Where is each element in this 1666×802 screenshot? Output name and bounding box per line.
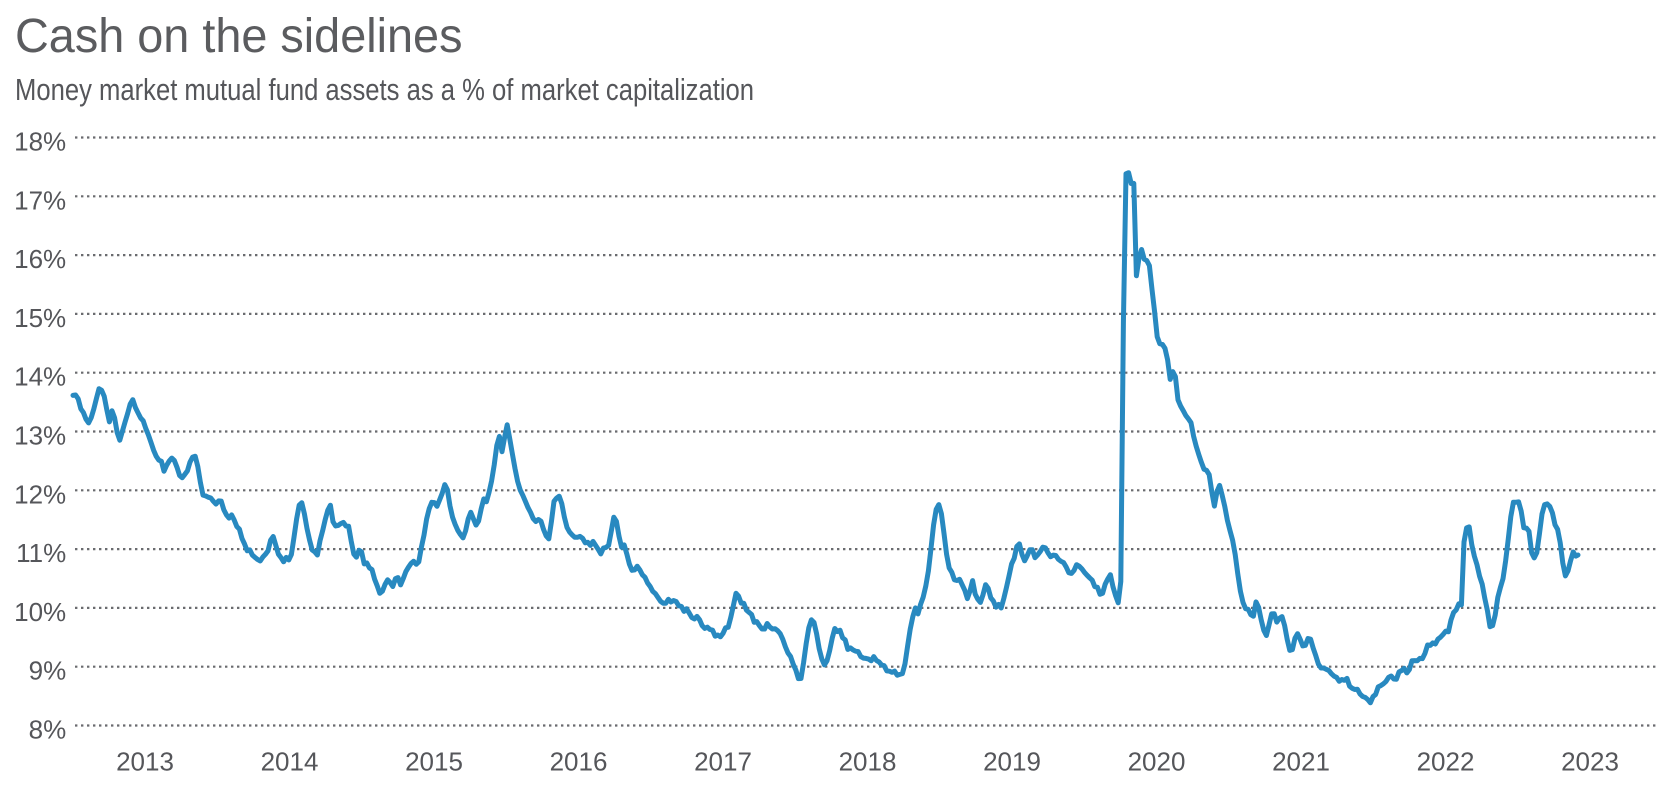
svg-text:12%: 12% [14,479,66,509]
svg-text:9%: 9% [29,656,67,686]
svg-text:2019: 2019 [983,746,1041,776]
svg-text:8%: 8% [29,715,67,745]
svg-text:2020: 2020 [1128,746,1186,776]
svg-text:15%: 15% [14,303,66,333]
svg-text:16%: 16% [14,244,66,274]
svg-text:13%: 13% [14,421,66,451]
svg-text:10%: 10% [14,597,66,627]
svg-text:2021: 2021 [1272,746,1330,776]
svg-text:2023: 2023 [1561,746,1619,776]
svg-text:14%: 14% [14,362,66,392]
svg-text:2013: 2013 [116,746,174,776]
svg-text:2016: 2016 [550,746,608,776]
svg-text:2017: 2017 [694,746,752,776]
svg-text:18%: 18% [14,127,66,157]
svg-text:2014: 2014 [261,746,319,776]
svg-text:2022: 2022 [1417,746,1475,776]
svg-text:11%: 11% [16,538,66,568]
svg-text:17%: 17% [14,185,66,215]
svg-text:2015: 2015 [405,746,463,776]
svg-text:2018: 2018 [839,746,897,776]
